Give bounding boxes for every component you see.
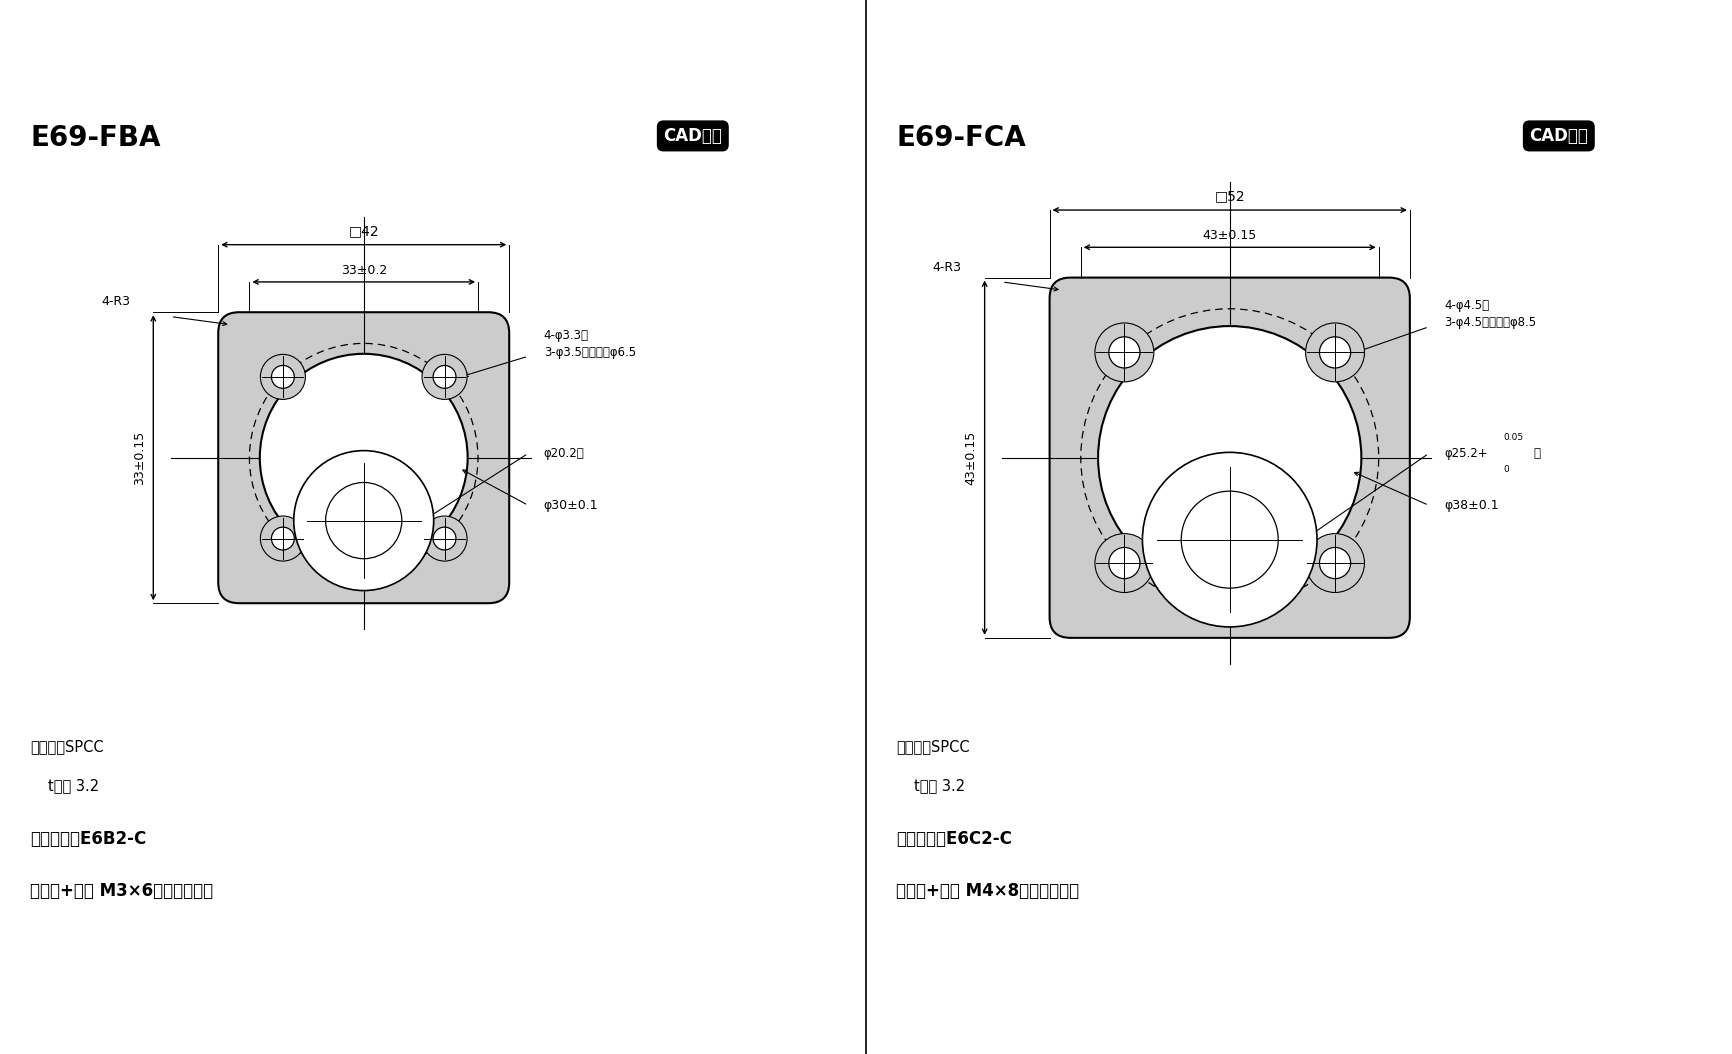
Text: φ20.2孔: φ20.2孔	[544, 447, 585, 460]
Text: □42: □42	[348, 223, 379, 238]
Circle shape	[1108, 337, 1140, 368]
Text: t：　 3.2: t： 3.2	[48, 778, 99, 794]
Circle shape	[433, 366, 456, 388]
Text: 4-φ4.5孔: 4-φ4.5孔	[1444, 299, 1490, 312]
Text: 孔: 孔	[1535, 447, 1541, 460]
Text: E69-FBA: E69-FBA	[31, 124, 161, 153]
Text: 注：　+螺钉 M4×8（３个）附带: 注： +螺钉 M4×8（３个）附带	[897, 882, 1079, 900]
Text: φ38±0.1: φ38±0.1	[1444, 499, 1500, 512]
Text: 33±0.15: 33±0.15	[133, 431, 147, 485]
Text: 注：　+螺钉 M3×6（３个）附带: 注： +螺钉 M3×6（３个）附带	[31, 882, 213, 900]
Text: 0: 0	[1503, 465, 1509, 473]
Text: 43±0.15: 43±0.15	[965, 431, 977, 485]
Circle shape	[423, 516, 468, 561]
Circle shape	[260, 354, 305, 399]
Text: □52: □52	[1214, 189, 1245, 203]
Text: CAD数据: CAD数据	[663, 126, 722, 144]
Text: 材质：　SPCC: 材质： SPCC	[897, 739, 970, 755]
Circle shape	[260, 516, 305, 561]
Text: 4-R3: 4-R3	[102, 295, 130, 309]
Circle shape	[1095, 533, 1154, 592]
Text: 33±0.2: 33±0.2	[341, 264, 386, 277]
FancyBboxPatch shape	[1050, 277, 1410, 638]
Circle shape	[1306, 323, 1365, 382]
Circle shape	[1181, 491, 1278, 588]
Circle shape	[294, 451, 433, 590]
Text: 适用型号：E6B2-C: 适用型号：E6B2-C	[31, 831, 147, 848]
Circle shape	[1095, 323, 1154, 382]
Text: 3-φ3.5盘头钒孔φ6.5: 3-φ3.5盘头钒孔φ6.5	[544, 346, 636, 358]
Text: 材质：　SPCC: 材质： SPCC	[31, 739, 104, 755]
Text: φ25.2+: φ25.2+	[1444, 447, 1488, 460]
Circle shape	[1143, 452, 1316, 627]
Circle shape	[272, 527, 294, 550]
Text: E69-FCA: E69-FCA	[897, 124, 1025, 153]
Circle shape	[423, 354, 468, 399]
Text: 4-R3: 4-R3	[932, 260, 961, 274]
Circle shape	[326, 483, 402, 559]
Text: CAD数据: CAD数据	[1529, 126, 1588, 144]
Circle shape	[1306, 533, 1365, 592]
Text: 3-φ4.5盘头钒孔φ8.5: 3-φ4.5盘头钒孔φ8.5	[1444, 316, 1536, 330]
Circle shape	[1098, 326, 1361, 589]
Text: φ30±0.1: φ30±0.1	[544, 499, 599, 512]
Text: 43±0.15: 43±0.15	[1202, 229, 1257, 242]
Circle shape	[1320, 337, 1351, 368]
Text: 0.05: 0.05	[1503, 433, 1524, 442]
Text: 适用型号：E6C2-C: 适用型号：E6C2-C	[897, 831, 1011, 848]
Text: 4-φ3.3孔: 4-φ3.3孔	[544, 329, 589, 341]
Circle shape	[1108, 547, 1140, 579]
Circle shape	[260, 354, 468, 562]
FancyBboxPatch shape	[218, 312, 509, 603]
Text: t：　 3.2: t： 3.2	[914, 778, 965, 794]
Circle shape	[1320, 547, 1351, 579]
Circle shape	[272, 366, 294, 388]
Circle shape	[433, 527, 456, 550]
